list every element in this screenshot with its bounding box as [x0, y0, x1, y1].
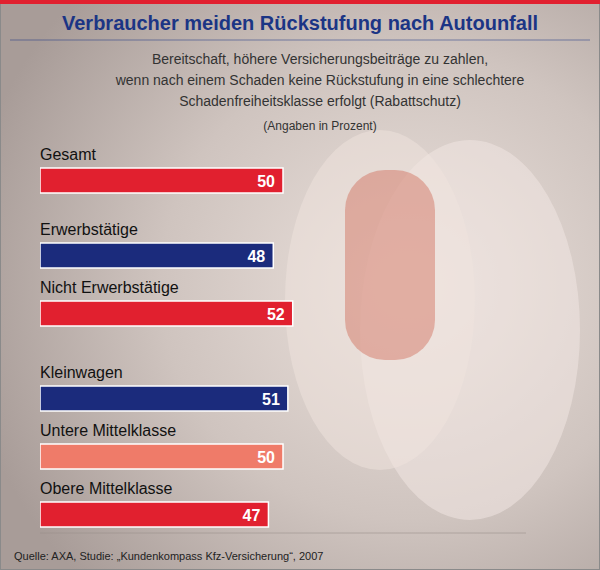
data-label: 52: [267, 306, 285, 323]
source: Quelle: AXA, Studie: „Kundenkompass Kfz-…: [14, 550, 323, 562]
data-label: 50: [257, 173, 275, 190]
decor-hand: [285, 130, 475, 470]
note: (Angaben in Prozent): [263, 119, 376, 133]
bar: [40, 502, 268, 527]
data-label: 51: [262, 391, 280, 408]
decor-car: [345, 170, 435, 360]
bar: [40, 444, 283, 469]
bar: [40, 386, 288, 411]
background: [0, 0, 600, 570]
bar: [40, 168, 283, 193]
subtitle: Bereitschaft, höhere Versicherungsbeiträ…: [152, 51, 488, 67]
axis-line: [40, 533, 526, 534]
top-stripe: [0, 0, 600, 4]
labels: Gesamt 50 Erwerbstätige 48 Nicht Erwerbstäti…: [40, 146, 285, 524]
data-label: 50: [257, 449, 275, 466]
bar: [40, 301, 293, 326]
data-label: 48: [247, 248, 265, 265]
chart: Verbraucher meiden Rückstufung nach Auto…: [0, 0, 600, 570]
category-label: Nicht Erwerbstätige: [40, 279, 179, 296]
bars: [40, 168, 293, 527]
category-label: Obere Mittelklasse: [40, 480, 173, 497]
title-rule: [10, 40, 590, 41]
subtitle: Schadenfreiheitsklasse erfolgt (Rabattsc…: [179, 93, 461, 109]
category-label: Kleinwagen: [40, 364, 123, 381]
category-label: Erwerbstätige: [40, 221, 138, 238]
subtitle: wenn nach einem Schaden keine Rückstufun…: [115, 72, 525, 88]
frame: [1, 1, 600, 570]
data-label: 47: [243, 507, 261, 524]
category-label: Untere Mittelklasse: [40, 422, 176, 439]
category-label: Gesamt: [40, 146, 97, 163]
title: Verbraucher meiden Rückstufung nach Auto…: [62, 12, 538, 34]
bar: [40, 243, 273, 268]
